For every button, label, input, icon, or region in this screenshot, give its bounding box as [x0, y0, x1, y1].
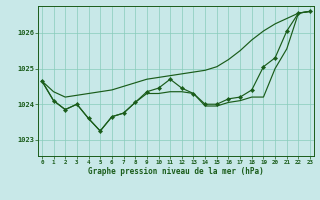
- X-axis label: Graphe pression niveau de la mer (hPa): Graphe pression niveau de la mer (hPa): [88, 167, 264, 176]
